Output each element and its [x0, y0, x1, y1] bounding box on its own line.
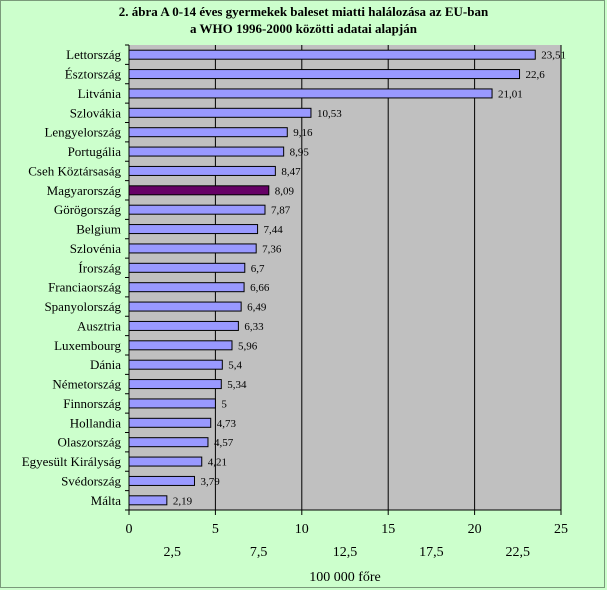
data-label: 8,09	[275, 185, 295, 197]
data-label: 5,96	[238, 340, 258, 352]
data-label: 4,73	[217, 418, 237, 430]
category-label: Ausztria	[77, 318, 121, 333]
category-label: Egyesült Királyság	[22, 454, 122, 469]
bar	[128, 495, 168, 506]
data-label: 7,36	[262, 243, 282, 255]
bar	[128, 69, 521, 80]
bar	[128, 398, 216, 409]
x-tick-label: 5	[212, 522, 219, 537]
category-label: Olaszország	[57, 435, 121, 450]
data-label: 5,4	[228, 360, 242, 372]
category-label: Cseh Köztársaság	[28, 163, 121, 178]
data-label: 21,01	[498, 88, 523, 100]
category-label: Szlovákia	[70, 105, 121, 120]
category-label: Finnország	[63, 396, 121, 411]
category-label: Belgium	[76, 222, 121, 237]
bar	[128, 107, 312, 118]
category-label: Lengyelország	[44, 125, 121, 140]
data-label: 10,53	[317, 108, 342, 120]
category-label: Franciaország	[48, 280, 121, 295]
category-label: Portugália	[68, 144, 122, 159]
x-tick-label: 10	[295, 522, 309, 537]
bar	[128, 301, 242, 312]
x-minor-tick-label: 7,5	[250, 545, 268, 560]
bar	[128, 49, 536, 60]
category-label: Svédország	[61, 473, 121, 488]
bar	[128, 475, 195, 486]
data-label: 5	[221, 398, 227, 410]
category-label: Lettország	[66, 47, 121, 62]
bar	[128, 146, 285, 157]
bar	[128, 185, 270, 196]
category-label: Spanyolország	[44, 299, 121, 314]
data-label: 6,66	[250, 282, 270, 294]
x-tick-label: 15	[381, 522, 395, 537]
category-label: Németország	[52, 377, 121, 392]
bar	[128, 456, 203, 467]
category-label: Szlovénia	[70, 241, 121, 256]
bar	[128, 165, 276, 176]
x-minor-tick-label: 17,5	[419, 545, 444, 560]
bar	[128, 359, 223, 370]
data-label: 23,51	[541, 50, 566, 62]
category-label: Dánia	[90, 357, 121, 372]
bar	[128, 224, 259, 235]
bar	[128, 437, 209, 448]
data-label: 6,49	[247, 302, 267, 314]
x-minor-tick-label: 12,5	[333, 545, 358, 560]
x-tick-label: 25	[554, 522, 568, 537]
chart-subtitle: a WHO 1996-2000 közötti adatai alapján	[190, 21, 417, 36]
data-label: 4,21	[208, 457, 227, 469]
data-label: 7,44	[264, 224, 284, 236]
category-label: Litvánia	[78, 86, 122, 101]
bar	[128, 320, 239, 331]
plot-area	[129, 45, 561, 510]
category-label: Hollandia	[70, 415, 121, 430]
category-label: Luxembourg	[54, 338, 121, 353]
data-label: 8,47	[281, 166, 301, 178]
data-label: 2,19	[173, 495, 193, 507]
x-axis-title: 100 000 főre	[309, 570, 381, 585]
bar	[128, 262, 246, 273]
x-tick-label: 0	[126, 522, 133, 537]
category-label: Írország	[78, 260, 121, 275]
data-label: 6,7	[251, 263, 265, 275]
data-label: 8,95	[290, 147, 310, 159]
bar	[128, 340, 233, 351]
category-label: Észtország	[65, 67, 122, 82]
category-label: Görögország	[54, 202, 122, 217]
bar	[128, 379, 222, 390]
bar	[128, 417, 212, 428]
bar	[128, 204, 266, 215]
data-label: 4,57	[214, 437, 234, 449]
category-label: Málta	[91, 493, 122, 508]
bar	[128, 127, 288, 138]
chart-title: 2. ábra A 0-14 éves gyermekek baleset mi…	[118, 4, 489, 19]
bar	[128, 88, 493, 99]
data-label: 3,79	[200, 476, 220, 488]
bar	[128, 243, 257, 254]
data-label: 7,87	[271, 205, 291, 217]
data-label: 5,34	[227, 379, 247, 391]
data-label: 9,16	[293, 127, 313, 139]
data-label: 6,33	[244, 321, 264, 333]
category-label: Magyarország	[47, 183, 122, 198]
data-label: 22,6	[526, 69, 546, 81]
x-minor-tick-label: 22,5	[506, 545, 531, 560]
x-minor-tick-label: 2,5	[163, 545, 181, 560]
bar	[128, 282, 245, 293]
x-tick-label: 20	[468, 522, 482, 537]
